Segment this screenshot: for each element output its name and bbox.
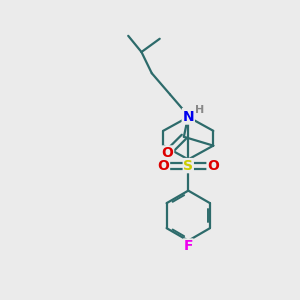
Text: O: O	[162, 146, 174, 160]
Text: O: O	[158, 159, 169, 172]
Text: F: F	[184, 239, 193, 253]
Text: H: H	[195, 105, 204, 115]
Text: O: O	[207, 159, 219, 172]
Text: N: N	[182, 109, 194, 123]
Text: N: N	[182, 110, 194, 124]
Text: S: S	[183, 159, 193, 172]
